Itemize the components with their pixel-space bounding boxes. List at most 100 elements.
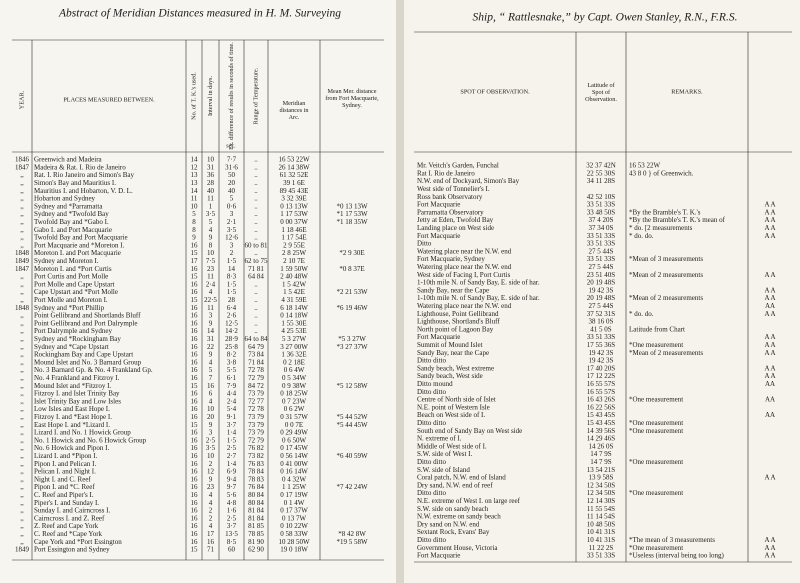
cell-marks: A A bbox=[764, 224, 775, 232]
cell-arc: 0 17 37W bbox=[280, 507, 308, 515]
header: REMARKS. bbox=[671, 88, 703, 95]
cell-marks: A A bbox=[764, 349, 775, 357]
cell-days: 10 bbox=[207, 156, 215, 164]
cell-arc: 2 40 48W bbox=[280, 273, 308, 281]
cell-place: Sydney and *Parramatta bbox=[34, 202, 103, 210]
cell-year: 1848 bbox=[15, 249, 30, 257]
cell-err: 2·7 bbox=[227, 452, 237, 460]
cell-temp: .. bbox=[254, 156, 258, 164]
cell-temp: 64 to 84 bbox=[245, 335, 268, 343]
cell-spot: Fort Macquarie bbox=[417, 333, 460, 341]
cell-tk: 16 bbox=[191, 413, 199, 421]
cell-place: Port Molle and Cape Upstart bbox=[34, 280, 115, 288]
cell-year: ,, bbox=[20, 507, 24, 515]
cell-tk: 15 bbox=[191, 273, 199, 281]
cell-temp: 80 84 bbox=[248, 491, 264, 499]
cell-days: 4 bbox=[209, 522, 213, 530]
cell-remarks: *By the Bramble's T. K.'s mean of bbox=[629, 216, 726, 224]
cell-spot: Rat I. Rio de Janeiro bbox=[417, 169, 475, 177]
cell-remarks: *Mean of 2 measurements bbox=[629, 294, 703, 302]
cell-lat: 33 51 33S bbox=[587, 232, 616, 240]
cell-arc: 4 25 53E bbox=[281, 327, 306, 335]
cell-days: 3 bbox=[209, 429, 213, 437]
cell-mean: *0 8 37E bbox=[339, 265, 364, 273]
cell-lat: 10 41 31S bbox=[587, 536, 616, 544]
cell-temp: 73 84 bbox=[248, 351, 264, 359]
cell-place: Pipon I. and *C. Reef bbox=[34, 483, 95, 491]
header: PLACES MEASURED BETWEEN. bbox=[63, 96, 155, 103]
cell-place: C. Reef and Piper's I. bbox=[34, 491, 94, 499]
cell-place: Hobarton and Sydney bbox=[34, 195, 96, 203]
cell-place: Moreton I. and Port Macquarie bbox=[34, 249, 121, 257]
cell-spot: Sandy Bay, near the Cape bbox=[417, 349, 489, 357]
cell-lat: 27 5 44S bbox=[589, 302, 614, 310]
cell-days: 10 bbox=[207, 452, 215, 460]
cell-place: Moreton I. and *Port Curtis bbox=[34, 265, 112, 273]
cell-err: 5·5 bbox=[227, 366, 237, 374]
cell-days: 5 bbox=[209, 218, 213, 226]
cell-days: 6 bbox=[209, 390, 213, 398]
cell-place: Point Gellibrand and Port Dalrymple bbox=[34, 319, 137, 327]
cell-temp: .. bbox=[254, 187, 258, 195]
cell-place: Pipon I. and Pelican I. bbox=[34, 460, 96, 468]
cell-tk: 16 bbox=[191, 358, 199, 366]
cell-year: 1847 bbox=[15, 265, 30, 273]
cell-arc: 0 0 7E bbox=[285, 421, 303, 429]
cell-place: Piper's I. and Sunday I. bbox=[34, 499, 99, 507]
cell-place: Pelican I. and Night I. bbox=[34, 468, 96, 476]
cell-temp: .. bbox=[254, 319, 258, 327]
cell-lat: 11 22 2S bbox=[589, 544, 614, 552]
cell-arc: 6 18 14W bbox=[280, 304, 308, 312]
cell-err: 2·4 bbox=[227, 397, 237, 405]
cell-lat: 10 41 31S bbox=[587, 528, 616, 536]
cell-temp: 81 84 bbox=[248, 514, 264, 522]
cell-spot: Watering place near the N.W. end bbox=[417, 247, 512, 255]
cell-year: ,, bbox=[20, 280, 24, 288]
cell-lat: 15 43 45S bbox=[587, 419, 616, 427]
cell-lat: 14 7 9S bbox=[590, 458, 612, 466]
cell-err: 1·5 bbox=[227, 436, 237, 444]
cell-tk: 16 bbox=[191, 530, 199, 538]
cell-arc: 0 1 4W bbox=[284, 499, 305, 507]
cell-place: Fitzroy I. and *East Hope I. bbox=[34, 413, 112, 421]
cell-place: Night I. and C. Reef bbox=[34, 475, 91, 483]
cell-place: Madeira & Rat. I. Rio de Janeiro bbox=[34, 163, 126, 171]
cell-year: ,, bbox=[20, 234, 24, 242]
cell-spot: Coral patch, N.W. end of Island bbox=[417, 474, 506, 482]
cell-arc: 0 14 18W bbox=[280, 312, 308, 320]
cell-arc: 0 6 2W bbox=[284, 405, 305, 413]
cell-temp: .. bbox=[254, 234, 258, 242]
cell-arc: 1 1 25W bbox=[282, 483, 307, 491]
cell-tk: 16 bbox=[191, 366, 199, 374]
cell-year: ,, bbox=[20, 296, 24, 304]
cell-lat: 33 51 33S bbox=[587, 552, 616, 560]
cell-year: ,, bbox=[20, 429, 24, 437]
cell-lat: 14 29 46S bbox=[587, 435, 616, 443]
cell-arc: 0 10 22W bbox=[280, 522, 308, 530]
cell-year: ,, bbox=[20, 226, 24, 234]
cell-year: ,, bbox=[20, 374, 24, 382]
cell-spot: West side of Tonnelier's I. bbox=[417, 185, 490, 193]
cell-lat: 33 51 33S bbox=[587, 240, 616, 248]
cell-days: 3·5 bbox=[206, 444, 216, 452]
cell-place: Mound Islet and No. 3 Barnard Group bbox=[34, 358, 142, 366]
cell-arc: 0 6 50W bbox=[282, 436, 307, 444]
cell-temp: 62 90 bbox=[248, 546, 264, 554]
cell-spot: Ditto ditto bbox=[417, 489, 446, 497]
cell-temp: 71 81 bbox=[248, 265, 264, 273]
cell-mean: *5 3 27W bbox=[338, 335, 366, 343]
cell-err: 3 bbox=[230, 210, 234, 218]
cell-lat: 16 43 26S bbox=[587, 396, 616, 404]
cell-lat: 38 16 0S bbox=[589, 318, 614, 326]
cell-temp: 64 84 bbox=[248, 273, 264, 281]
cell-tk: 12 bbox=[191, 163, 199, 171]
cell-arc: 0 6 4W bbox=[284, 366, 305, 374]
cell-spot: Landing place on West side bbox=[417, 224, 494, 232]
cell-tk: 16 bbox=[191, 475, 199, 483]
cell-tk: 16 bbox=[191, 288, 199, 296]
cell-lat: 19 42 3S bbox=[589, 349, 614, 357]
cell-marks: AA bbox=[765, 396, 775, 404]
cell-remarks: 43 8 0 } of Greenwich. bbox=[629, 169, 694, 177]
cell-year: ,, bbox=[20, 366, 24, 374]
